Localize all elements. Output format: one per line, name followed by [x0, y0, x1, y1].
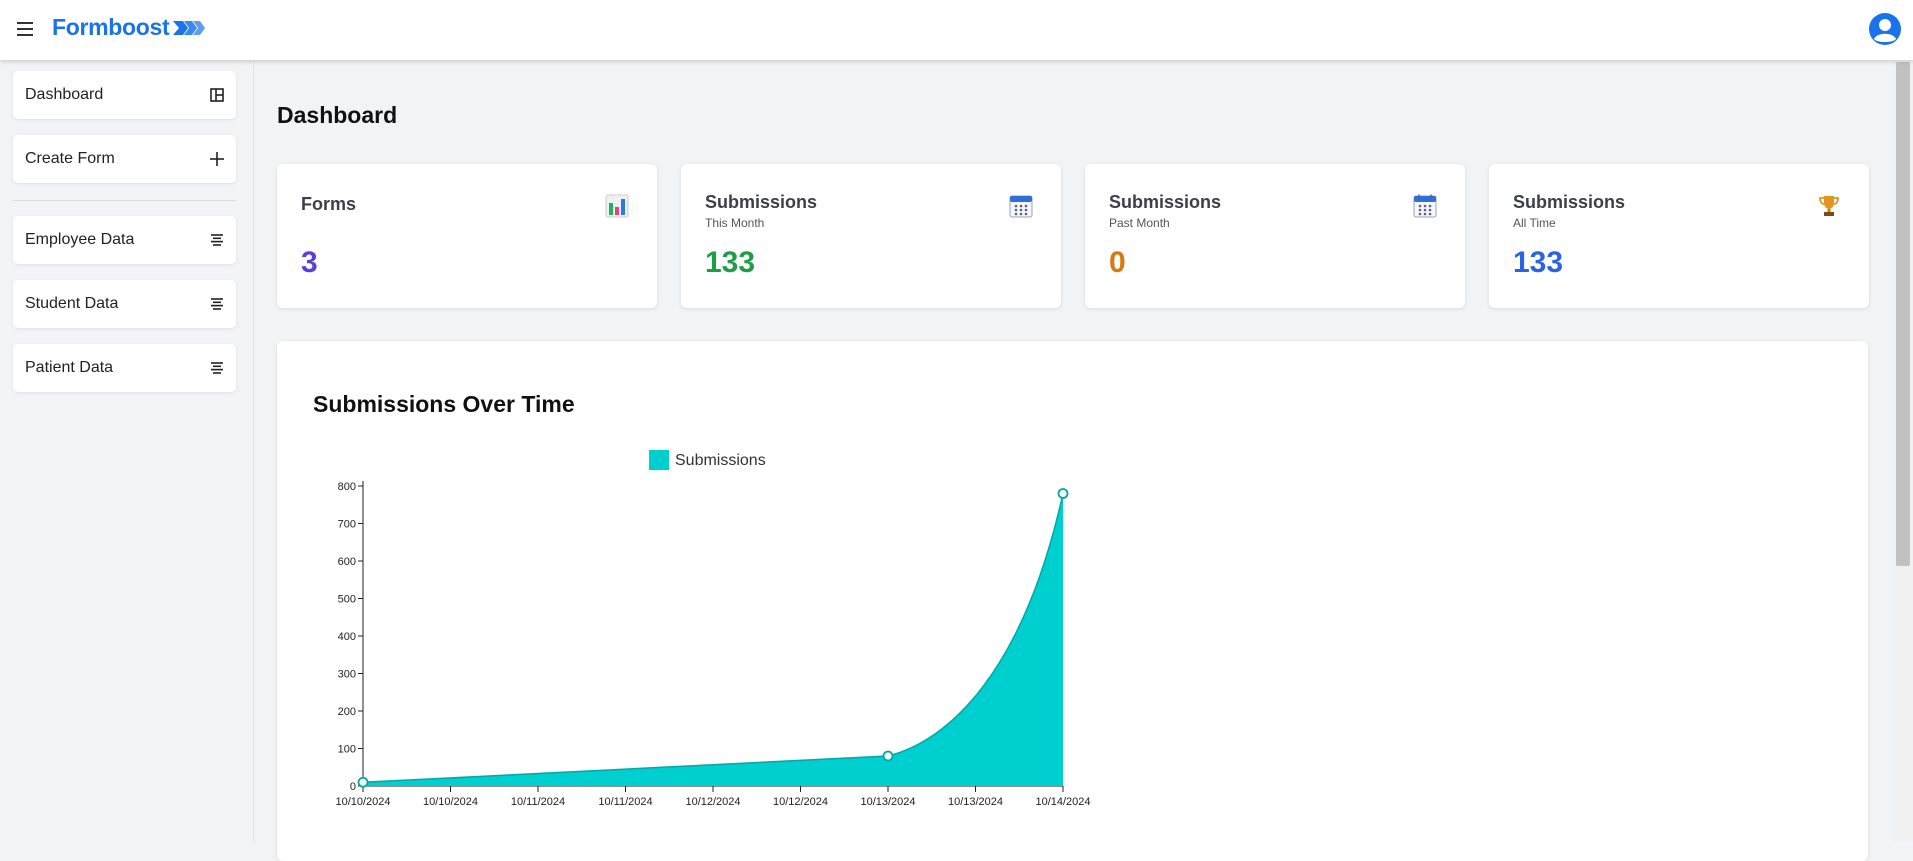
series-area	[363, 493, 1063, 786]
stat-title: Submissions	[1513, 192, 1626, 212]
y-tick-label: 600	[338, 556, 356, 568]
stat-value: 3	[301, 246, 318, 279]
sidebar-item-label: Dashboard	[25, 86, 104, 103]
stat-title: Forms	[301, 194, 357, 214]
trophy-icon	[1819, 196, 1839, 216]
stat-value: 133	[705, 246, 756, 279]
sidebar-item-student-data[interactable]: Student Data	[13, 280, 236, 328]
sidebar-item-label: Employee Data	[25, 231, 135, 248]
y-tick-label: 300	[338, 669, 356, 681]
stat-card-submissions-all-time: Submissions All Time 133	[1489, 164, 1869, 308]
y-tick-label: 200	[338, 706, 356, 718]
sidebar-item-label: Create Form	[25, 150, 115, 167]
x-tick-label: 10/13/2024	[948, 796, 1003, 808]
user-avatar-icon[interactable]	[1868, 12, 1902, 46]
stat-value: 0	[1109, 246, 1126, 279]
legend-swatch	[649, 450, 669, 470]
sidebar: Dashboard Create Form Employee Data Stud…	[0, 60, 254, 842]
x-tick-label: 10/13/2024	[860, 796, 915, 808]
y-tick-label: 0	[350, 781, 356, 793]
data-point	[357, 776, 369, 788]
sidebar-item-create-form[interactable]: Create Form	[13, 135, 236, 183]
stat-card-forms: Forms 3	[277, 164, 657, 308]
sidebar-item-label: Student Data	[25, 295, 119, 312]
y-tick-label: 400	[338, 631, 356, 643]
brand-wings-icon	[173, 20, 206, 35]
x-tick-label: 10/11/2024	[511, 796, 565, 808]
sidebar-item-label: Patient Data	[25, 359, 114, 376]
x-tick-label: 10/12/2024	[773, 796, 828, 808]
sidebar-divider	[13, 200, 236, 201]
scrollbar-thumb[interactable]	[1896, 62, 1910, 566]
submissions-chart: Submissions 0 100 200 300 400 500 600 700 800 10/1…	[335, 450, 1091, 808]
stat-title: Submissions	[1109, 192, 1222, 212]
scrollbar[interactable]	[1893, 60, 1913, 842]
y-tick-label: 500	[338, 594, 356, 606]
x-tick-label: 10/12/2024	[685, 796, 740, 808]
page-title: Dashboard	[277, 102, 398, 128]
y-tick-label: 700	[338, 519, 356, 531]
x-tick-label: 10/10/2024	[423, 796, 478, 808]
brand-name: Formboost	[52, 14, 170, 40]
legend-label: Submissions	[675, 452, 766, 469]
stat-title: Submissions	[705, 192, 818, 212]
stat-subtitle: Past Month	[1109, 216, 1170, 230]
brand-logo[interactable]: Formboost	[52, 14, 207, 41]
stat-card-submissions-past-month: Submissions Past Month 0	[1085, 164, 1465, 308]
y-tick-label: 100	[338, 744, 356, 756]
calendar-icon	[1009, 195, 1033, 218]
chart-title: Submissions Over Time	[313, 391, 575, 417]
x-tick-label: 10/14/2024	[1035, 796, 1090, 808]
calendar-icon	[1413, 194, 1437, 218]
plus-icon	[210, 152, 224, 166]
x-tick-label: 10/11/2024	[598, 796, 652, 808]
data-point	[882, 750, 894, 762]
x-tick-label: 10/10/2024	[335, 796, 390, 808]
sidebar-item-patient-data[interactable]: Patient Data	[13, 344, 236, 392]
stat-subtitle: All Time	[1513, 216, 1556, 230]
sidebar-item-employee-data[interactable]: Employee Data	[13, 216, 236, 264]
align-center-icon	[211, 234, 223, 246]
chart-card: Submissions Over Time Submissions 0 100 200…	[277, 341, 1868, 861]
main-content: Dashboard Forms 3 Submissions This Month…	[253, 60, 1893, 861]
sidebar-item-dashboard[interactable]: Dashboard	[13, 71, 236, 119]
stat-card-submissions-this-month: Submissions This Month 133	[681, 164, 1061, 308]
y-tick-label: 800	[338, 481, 356, 493]
hamburger-menu-icon[interactable]	[13, 18, 37, 40]
stat-value: 133	[1513, 246, 1564, 279]
stat-subtitle: This Month	[705, 216, 765, 230]
data-point	[1057, 488, 1069, 499]
dashboard-layout-icon	[210, 88, 224, 102]
align-center-icon	[211, 362, 223, 374]
series-line	[362, 493, 1064, 783]
top-bar: Formboost	[0, 0, 1913, 60]
bar-chart-icon	[605, 194, 629, 218]
align-center-icon	[211, 298, 223, 310]
